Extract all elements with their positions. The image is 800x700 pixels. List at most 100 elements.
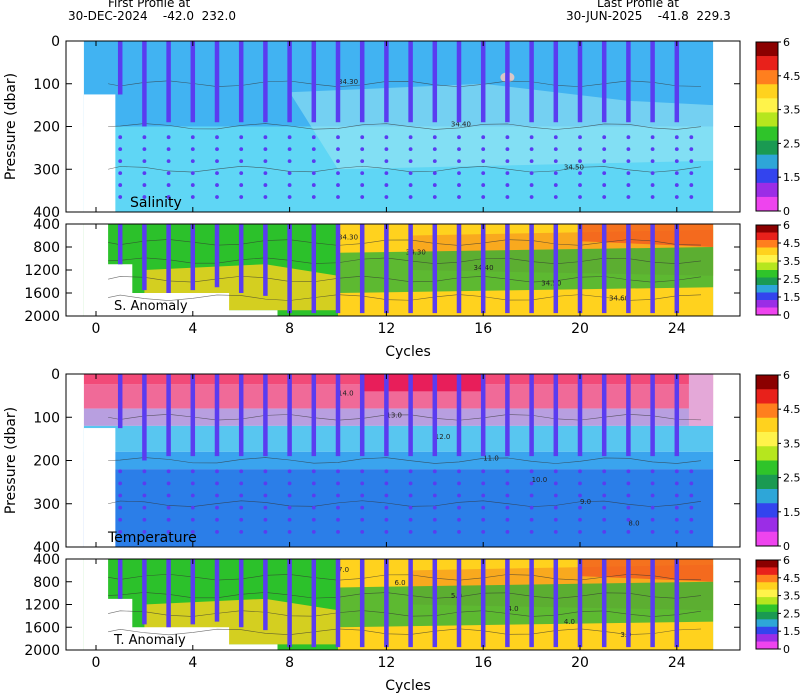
profile-point — [602, 505, 607, 510]
profile-point — [505, 195, 510, 199]
contour-label: 14.0 — [338, 390, 354, 398]
contour-line — [108, 257, 702, 265]
no-data-region — [83, 224, 278, 316]
profile-point — [481, 517, 486, 522]
colorbar-segment — [756, 255, 778, 263]
profile-point — [166, 135, 171, 140]
y-tick-label: 100 — [33, 77, 60, 93]
profile-point — [287, 493, 292, 498]
profile-point — [650, 147, 655, 152]
profile-point — [674, 183, 679, 187]
colorbar-tick-label: 4.5 — [783, 572, 800, 585]
y-tick-label: 800 — [33, 575, 60, 591]
colorbar-tick-label: 2.5 — [783, 472, 800, 485]
colorbar-segment — [756, 154, 778, 170]
no-data-region — [83, 428, 116, 547]
profile-point — [481, 195, 486, 199]
x-tick-label: 16 — [474, 655, 492, 671]
profile-point — [553, 469, 558, 474]
colorbar-tick-label: 1.5 — [783, 625, 800, 638]
y-tick-label: 1600 — [24, 286, 60, 302]
profile-point — [457, 171, 461, 175]
profile-point — [311, 195, 316, 199]
profile-point — [311, 135, 316, 140]
x-tick-label: 16 — [474, 321, 492, 337]
colorbar-segment — [756, 619, 778, 628]
profile-point — [215, 529, 219, 534]
profile-point — [481, 505, 486, 510]
colorbar-tick-label: 3.5 — [783, 437, 800, 450]
profile-point — [674, 481, 679, 486]
contour-label: 7.0 — [338, 566, 349, 574]
x-tick-label: 8 — [285, 655, 294, 671]
profile-point — [215, 481, 219, 486]
profile-point — [602, 147, 607, 152]
y-tick-label: 2000 — [24, 643, 60, 659]
profile-point — [336, 183, 340, 187]
profile-point — [287, 505, 292, 510]
profile-point — [360, 517, 365, 522]
colorbar-segment — [756, 42, 778, 57]
profile-point — [602, 493, 607, 498]
colorbar-tick-label: 4.5 — [783, 403, 800, 416]
contour-label: 6.0 — [394, 579, 405, 587]
profile-point — [689, 171, 694, 175]
profile-point — [239, 505, 244, 510]
profile-point — [674, 529, 679, 534]
colorbar-segment — [756, 98, 778, 113]
profile-point — [578, 505, 582, 510]
panel-label: T. Anomaly — [113, 633, 186, 648]
profile-point — [384, 505, 389, 510]
profile-point — [384, 195, 389, 199]
contour-label: 34.50 — [541, 279, 561, 287]
profile-point — [311, 469, 316, 474]
profile-point — [408, 517, 413, 522]
profile-point — [190, 469, 195, 474]
profile-point — [263, 529, 268, 534]
contour-line — [108, 294, 702, 301]
y-tick-label: 100 — [33, 410, 60, 426]
profile-point — [626, 517, 631, 522]
profile-point — [215, 183, 219, 187]
profile-point — [674, 147, 679, 152]
colorbar-segment — [756, 489, 778, 504]
profile-point — [432, 183, 437, 187]
profile-point — [118, 529, 123, 534]
y-tick-label: 200 — [33, 120, 60, 136]
field-band — [83, 469, 714, 547]
profile-point — [190, 183, 195, 187]
profile-point — [336, 135, 340, 140]
profile-point — [457, 159, 461, 164]
profile-point — [287, 469, 292, 474]
profile-point — [118, 183, 123, 187]
profile-point — [650, 481, 655, 486]
profile-point — [360, 135, 365, 140]
profile-point — [336, 517, 340, 522]
profile-point — [263, 505, 268, 510]
profile-point — [432, 195, 437, 199]
profile-point — [190, 481, 195, 486]
profile-point — [190, 529, 195, 534]
colorbar-frame — [755, 374, 779, 547]
profile-point — [626, 195, 631, 199]
colorbar-segment — [756, 182, 778, 198]
field-band — [338, 247, 714, 293]
profile-point — [689, 481, 694, 486]
x-tick-label: 20 — [571, 321, 589, 337]
contour-line — [108, 80, 702, 88]
x-axis-title: Cycles — [385, 678, 431, 694]
profile-point — [529, 171, 534, 175]
x-tick-label: 8 — [285, 321, 294, 337]
y-tick-label: 400 — [33, 552, 60, 568]
profile-point — [118, 505, 123, 510]
colorbar-segment — [756, 56, 778, 71]
colorbar-segment — [756, 300, 778, 308]
profile-point — [481, 171, 486, 175]
contour-line — [108, 457, 702, 464]
profile-point — [578, 159, 582, 164]
profile-point — [408, 505, 413, 510]
colorbar-segment — [756, 375, 778, 390]
profile-point — [457, 529, 461, 534]
contour-label: 9.0 — [580, 498, 591, 506]
